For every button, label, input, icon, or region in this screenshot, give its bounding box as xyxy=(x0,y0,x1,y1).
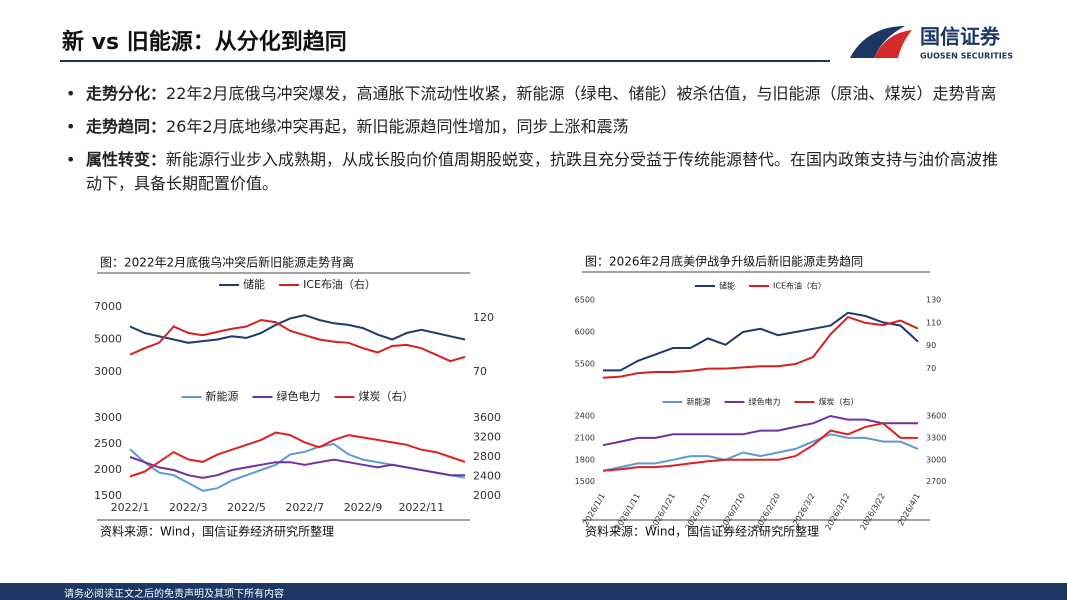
y2-tick-label: 130 xyxy=(926,296,941,305)
bullet-text: 新能源行业步入成熟期，从成长股向价值周期股蜕变，抗跌且充分受益于传统能源替代。在… xyxy=(86,150,999,193)
legend-label: 煤炭（右） xyxy=(359,389,414,403)
x-tick-label: 2022/9 xyxy=(344,501,383,514)
y-tick-label: 2000 xyxy=(94,463,122,476)
legend-label: 绿色电力 xyxy=(277,389,321,403)
x-tick-label: 2022/1 xyxy=(111,501,150,514)
series-line xyxy=(129,431,466,478)
y2-tick-label: 70 xyxy=(473,365,487,378)
y2-tick-label: 3600 xyxy=(473,411,501,424)
y-tick-label: 3000 xyxy=(94,365,122,378)
x-tick-label: 2022/5 xyxy=(227,501,266,514)
series-line xyxy=(602,315,919,379)
legend-label: 绿色电力 xyxy=(749,397,781,407)
series-line xyxy=(129,318,466,363)
logo-subtext: GUOSEN SECURITIES xyxy=(920,52,1013,61)
bullet-text: 22年2月底俄乌冲突爆发，高通胀下流动性收紧，新能源（绿电、储能）被杀估值，与旧… xyxy=(166,84,997,103)
legend-label: 储能 xyxy=(719,281,735,291)
y2-tick-label: 110 xyxy=(926,318,941,327)
bullet: 走势分化：22年2月底俄乌冲突爆发，高通胀下流动性收紧，新能源（绿电、储能）被杀… xyxy=(66,82,1006,106)
y2-tick-label: 3200 xyxy=(473,431,501,444)
series-line xyxy=(603,311,919,372)
x-tick-label: 2022/11 xyxy=(398,501,444,514)
series-line xyxy=(602,414,918,447)
y2-tick-label: 2700 xyxy=(926,477,946,486)
bullet: 属性转变：新能源行业步入成熟期，从成长股向价值周期股蜕变，抗跌且充分受益于传统能… xyxy=(66,148,1006,196)
bullet-text: 26年2月底地缘冲突再起，新旧能源趋同性增加，同步上涨和震荡 xyxy=(166,117,629,136)
y2-tick-label: 2800 xyxy=(473,450,501,463)
y2-tick-label: 3600 xyxy=(926,412,946,421)
series-line xyxy=(129,442,466,492)
figure-source: 资料来源：Wind，国信证券经济研究所整理 xyxy=(100,524,334,539)
y2-tick-label: 2000 xyxy=(473,489,501,502)
legend: 新能源 绿色电力 煤炭（右） xyxy=(662,397,859,407)
figure-caption: 图：2022年2月底俄乌冲突后新旧能源走势背离 xyxy=(100,255,354,270)
y-tick-label: 2400 xyxy=(575,412,595,421)
bullet-label: 走势趋同： xyxy=(86,117,167,136)
x-tick-label: 2026/3/22 xyxy=(859,492,887,532)
y-tick-label: 7000 xyxy=(94,300,122,313)
slide-title: 新 vs 旧能源：从分化到趋同 xyxy=(62,30,347,55)
logo-icon xyxy=(874,30,912,58)
y2-tick-label: 70 xyxy=(926,364,936,373)
y2-tick-label: 90 xyxy=(926,341,936,350)
bullet-label: 走势分化： xyxy=(86,84,167,103)
series-line xyxy=(129,456,465,479)
y2-tick-label: 3000 xyxy=(926,455,946,464)
charts: 国信证券 GUOSEN SECURITIES 图：2022年2月底俄乌冲突后新旧… xyxy=(60,25,1013,539)
y-tick-label: 3000 xyxy=(94,411,122,424)
legend-label: 新能源 xyxy=(687,397,711,407)
series-line xyxy=(602,433,919,472)
x-tick-label: 2026/3/2 xyxy=(791,492,817,528)
bullet: 走势趋同：26年2月底地缘冲突再起，新旧能源趋同性增加，同步上涨和震荡 xyxy=(66,115,1006,139)
x-tick-label: 2026/3/12 xyxy=(824,492,852,532)
y-tick-label: 5500 xyxy=(575,360,595,369)
x-tick-label: 2026/4/1 xyxy=(896,492,922,528)
footer-text: 请务必阅读正文之后的免责声明及其项下所有内容 xyxy=(64,589,284,600)
legend-label: 新能源 xyxy=(206,389,239,403)
bullet-label: 属性转变： xyxy=(86,150,167,169)
legend-label: ICE布油（右） xyxy=(773,281,826,291)
logo-icon xyxy=(850,26,905,58)
y-tick-label: 1500 xyxy=(94,489,122,502)
footer: 请务必阅读正文之后的免责声明及其项下所有内容 xyxy=(0,583,1067,600)
series-line xyxy=(602,422,918,472)
y-tick-label: 2100 xyxy=(575,433,595,442)
legend-label: 储能 xyxy=(243,277,265,291)
y2-tick-label: 120 xyxy=(473,311,494,324)
series-line xyxy=(129,314,466,344)
bullet-list: 走势分化：22年2月底俄乌冲突爆发，高通胀下流动性收紧，新能源（绿电、储能）被杀… xyxy=(66,82,1006,205)
legend: 新能源 绿色电力 煤炭（右） xyxy=(181,389,414,403)
legend-label: 煤炭（右） xyxy=(819,397,859,407)
y-tick-label: 1500 xyxy=(575,477,595,486)
y2-tick-label: 3300 xyxy=(926,433,946,442)
figure-source: 资料来源：Wind，国信证券经济研究所整理 xyxy=(585,524,819,539)
y-tick-label: 1800 xyxy=(575,455,595,464)
legend: 储能 ICE布油（右） xyxy=(219,277,376,291)
y-tick-label: 5000 xyxy=(94,333,122,346)
legend: 储能 ICE布油（右） xyxy=(695,281,826,291)
x-tick-label: 2026/1/1 xyxy=(581,492,607,528)
logo: 国信证券 GUOSEN SECURITIES xyxy=(850,25,1013,61)
figure-caption: 图：2026年2月底美伊战争升级后新旧能源走势趋同 xyxy=(585,254,863,269)
x-tick-label: 2022/7 xyxy=(285,501,324,514)
y-tick-label: 2500 xyxy=(94,437,122,450)
logo-text: 国信证券 xyxy=(920,25,1001,49)
y2-tick-label: 2400 xyxy=(473,470,501,483)
legend-label: ICE布油（右） xyxy=(303,277,376,291)
y-tick-label: 6000 xyxy=(575,328,595,337)
y-tick-label: 6500 xyxy=(575,296,595,305)
x-tick-label: 2022/3 xyxy=(169,501,208,514)
